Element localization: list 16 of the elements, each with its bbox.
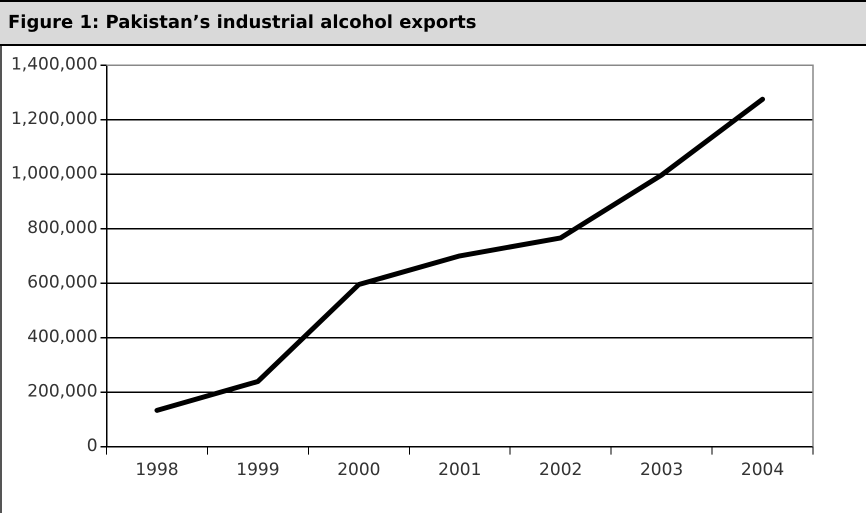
y-tick-label: 1,000,000: [10, 164, 98, 184]
y-tick-label: 1,400,000: [10, 54, 98, 75]
y-tick-label: 1,200,000: [10, 109, 98, 130]
x-tick-label: 2002: [539, 460, 582, 480]
x-tick-label: 2001: [438, 460, 482, 480]
chart-title: Figure 1: Pakistan’s industrial alcohol exports: [0, 0, 866, 46]
x-tick-label: 2000: [337, 460, 380, 480]
y-tick-label: 600,000: [27, 272, 98, 293]
x-tick-label: 2004: [740, 460, 784, 480]
x-tick-label: 2003: [640, 460, 684, 480]
y-tick-label: 200,000: [27, 382, 98, 402]
x-tick-label: 1999: [236, 460, 280, 480]
x-tick-label: 1998: [135, 460, 179, 480]
y-tick-label: 0: [86, 436, 98, 456]
y-tick-label: 800,000: [27, 218, 98, 238]
y-tick-label: 400,000: [27, 327, 98, 348]
